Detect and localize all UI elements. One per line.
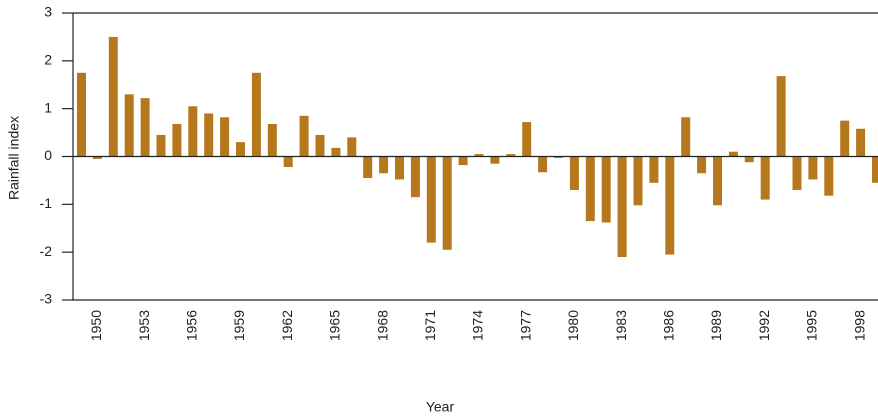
y-tick-label: -1 — [40, 195, 53, 211]
x-tick-label: 1980 — [565, 310, 581, 341]
x-tick-label: 1962 — [279, 310, 295, 341]
bar — [728, 151, 738, 157]
y-tick-label: 1 — [44, 99, 52, 115]
x-tick-label: 1986 — [661, 310, 677, 341]
bar — [554, 156, 563, 158]
bar — [331, 147, 341, 157]
bar — [872, 156, 878, 183]
y-tick-label: 3 — [44, 4, 52, 20]
x-tick-label: 1956 — [184, 310, 200, 341]
bar — [172, 123, 182, 157]
x-tick-label: 1950 — [88, 310, 104, 341]
x-tick-label: 1983 — [613, 310, 629, 341]
bar — [649, 156, 659, 183]
bar — [442, 156, 452, 250]
x-axis-title: Year — [426, 399, 455, 415]
bar — [363, 156, 373, 179]
bar — [522, 122, 532, 157]
x-tick-label: 1953 — [136, 310, 152, 341]
bar — [665, 156, 675, 255]
bar — [347, 137, 357, 157]
y-tick-label: 2 — [44, 52, 52, 68]
bar — [315, 134, 325, 157]
bar — [474, 154, 484, 157]
bar — [506, 154, 516, 157]
bar — [299, 115, 309, 157]
bar — [77, 72, 86, 157]
bar — [92, 156, 102, 159]
bar — [140, 98, 150, 157]
y-tick-label: -2 — [40, 243, 53, 259]
bar — [236, 142, 245, 157]
x-tick-label: 1989 — [708, 310, 724, 341]
y-axis-title: Rainfall index — [6, 116, 22, 200]
bar — [601, 156, 611, 223]
bar — [267, 123, 277, 157]
x-tick-label: 1971 — [422, 310, 438, 341]
x-tick-label: 1974 — [470, 310, 486, 341]
bar — [379, 156, 389, 174]
bar — [188, 106, 198, 157]
bar — [220, 117, 230, 157]
bar — [808, 156, 818, 180]
bar — [490, 156, 500, 164]
bar — [760, 156, 770, 200]
bar — [283, 156, 293, 168]
bar — [617, 156, 627, 257]
bar — [538, 156, 548, 173]
bar — [681, 117, 691, 157]
x-tick-label: 1968 — [374, 310, 390, 341]
y-tick-label: 0 — [44, 147, 52, 163]
bar — [395, 156, 404, 180]
bar — [410, 156, 420, 198]
x-tick-label: 1965 — [327, 310, 343, 341]
x-tick-label: 1998 — [851, 310, 867, 341]
x-tick-label: 1959 — [231, 310, 247, 341]
bar — [697, 156, 707, 174]
bar — [108, 36, 118, 157]
bar — [856, 128, 866, 157]
x-tick-label: 1992 — [756, 310, 772, 341]
bar — [713, 156, 722, 206]
x-tick-label: 1977 — [517, 310, 533, 341]
bar — [426, 156, 436, 243]
bar — [792, 156, 802, 190]
bar — [124, 94, 134, 157]
bar — [585, 156, 595, 222]
bar — [251, 72, 261, 157]
bar — [156, 134, 166, 157]
bar — [776, 76, 786, 157]
bar — [744, 156, 754, 163]
bar — [458, 156, 468, 166]
y-tick-label: -3 — [40, 291, 53, 307]
bar — [204, 113, 214, 157]
bar — [840, 120, 850, 157]
bar — [569, 156, 579, 190]
x-tick-label: 1995 — [804, 310, 820, 341]
bar — [633, 156, 643, 206]
bar — [824, 156, 834, 196]
